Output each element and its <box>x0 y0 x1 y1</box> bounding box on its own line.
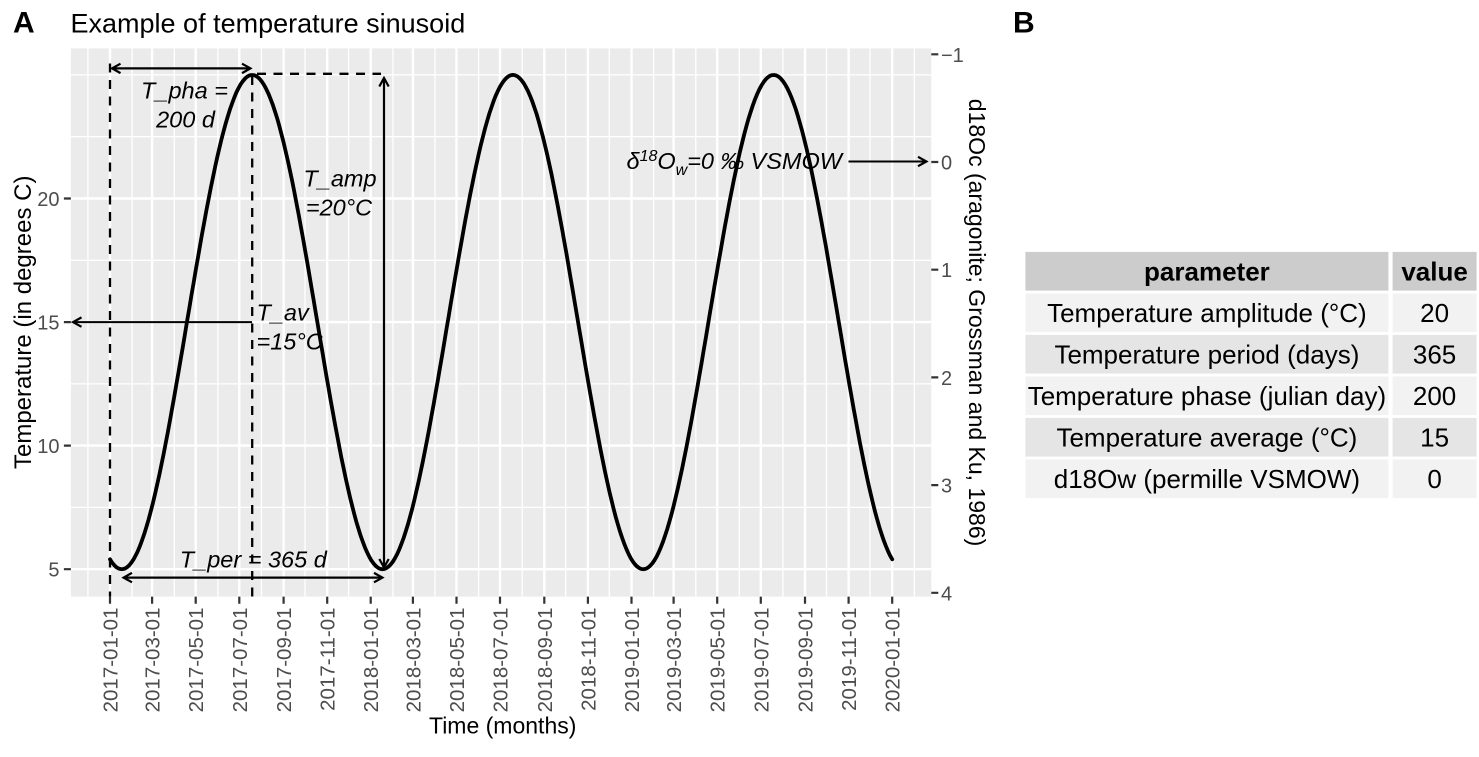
svg-text:4: 4 <box>941 583 952 605</box>
svg-text:Time (months): Time (months) <box>429 712 576 738</box>
svg-text:parameter: parameter <box>1144 256 1270 286</box>
svg-text:Temperature average (°C): Temperature average (°C) <box>1056 422 1357 452</box>
svg-text:2018-05-01: 2018-05-01 <box>446 608 469 713</box>
svg-text:3: 3 <box>941 476 952 498</box>
svg-text:20: 20 <box>1420 298 1449 328</box>
svg-text:2017-03-01: 2017-03-01 <box>142 608 165 713</box>
svg-text:365: 365 <box>1413 339 1456 369</box>
svg-text:2019-11-01: 2019-11-01 <box>838 608 861 711</box>
svg-text:2017-07-01: 2017-07-01 <box>229 608 252 713</box>
svg-text:2018-11-01: 2018-11-01 <box>577 608 600 711</box>
svg-text:15: 15 <box>37 313 59 335</box>
svg-text:5: 5 <box>48 560 59 582</box>
svg-text:Temperature period (days): Temperature period (days) <box>1054 339 1359 369</box>
svg-text:T_amp=20°C: T_amp =20°C <box>303 165 376 220</box>
svg-text:δ18Ow=0 ‰ VSMOW: δ18Ow=0 ‰ VSMOW <box>627 148 845 179</box>
svg-text:d18Oc (aragonite; Grossman and: d18Oc (aragonite; Grossman and Ku, 1986) <box>964 99 990 546</box>
svg-text:T_per = 365 d: T_per = 365 d <box>180 547 328 573</box>
svg-text:A: A <box>13 7 35 40</box>
svg-text:Temperature phase (julian day): Temperature phase (julian day) <box>1028 381 1386 411</box>
svg-text:Temperature (in degrees C): Temperature (in degrees C) <box>10 176 37 469</box>
svg-text:15: 15 <box>1420 422 1449 452</box>
svg-text:2018-01-01: 2018-01-01 <box>360 608 383 713</box>
svg-text:Example of temperature sinusoi: Example of temperature sinusoid <box>71 9 466 39</box>
svg-text:Temperature amplitude (°C): Temperature amplitude (°C) <box>1047 298 1367 328</box>
svg-text:−1: −1 <box>941 45 964 67</box>
svg-text:2020-01-01: 2020-01-01 <box>882 608 905 713</box>
svg-text:0: 0 <box>1427 464 1441 494</box>
svg-text:d18Ow (permille VSMOW): d18Ow (permille VSMOW) <box>1054 464 1360 494</box>
svg-text:2019-01-01: 2019-01-01 <box>621 608 644 713</box>
svg-text:2019-07-01: 2019-07-01 <box>750 608 773 713</box>
svg-text:20: 20 <box>37 189 59 211</box>
svg-text:T_av=15°C: T_av =15°C <box>257 300 324 355</box>
svg-text:B: B <box>1013 7 1035 40</box>
svg-text:2017-05-01: 2017-05-01 <box>185 608 208 713</box>
svg-text:0: 0 <box>941 153 952 175</box>
svg-text:2018-03-01: 2018-03-01 <box>402 608 425 713</box>
svg-text:2017-09-01: 2017-09-01 <box>273 608 296 713</box>
svg-text:T_pha =200 d: T_pha = 200 d <box>141 77 228 132</box>
svg-text:2018-07-01: 2018-07-01 <box>490 608 513 713</box>
svg-text:2018-09-01: 2018-09-01 <box>534 608 557 713</box>
svg-text:2019-09-01: 2019-09-01 <box>795 608 818 713</box>
svg-text:2017-01-01: 2017-01-01 <box>100 608 123 713</box>
svg-text:2019-05-01: 2019-05-01 <box>707 608 730 713</box>
svg-text:1: 1 <box>941 260 952 282</box>
svg-text:200: 200 <box>1413 381 1456 411</box>
svg-text:2: 2 <box>941 368 952 390</box>
svg-text:10: 10 <box>37 436 59 458</box>
svg-text:value: value <box>1401 256 1468 286</box>
svg-text:2019-03-01: 2019-03-01 <box>663 608 686 713</box>
svg-text:2017-11-01: 2017-11-01 <box>317 608 340 711</box>
